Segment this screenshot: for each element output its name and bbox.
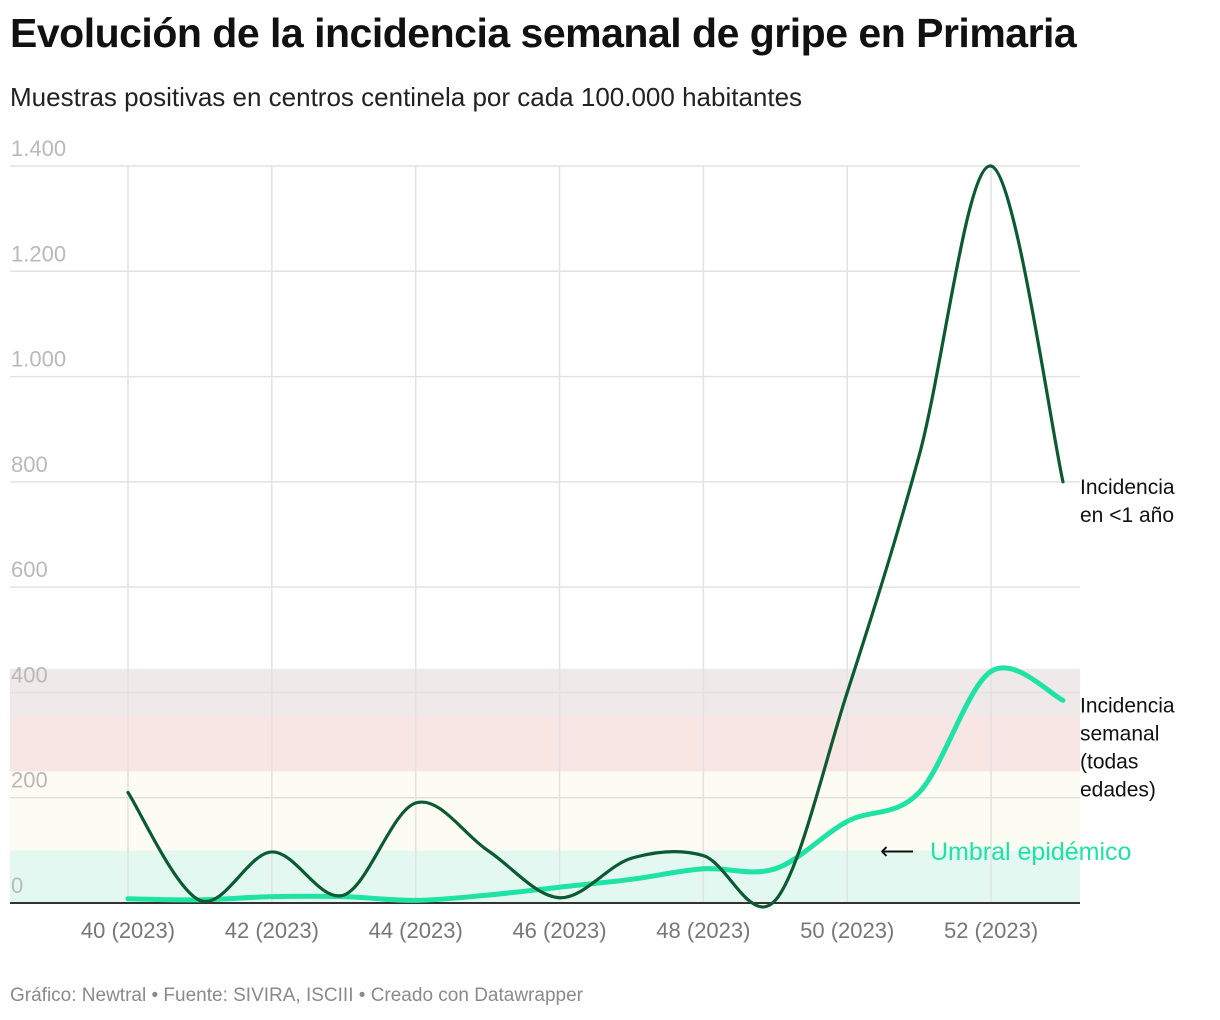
x-tick-label: 44 (2023) bbox=[369, 918, 463, 943]
y-axis-ticks: 0 200 400 600 800 1.000 1.200 1.400 bbox=[11, 136, 66, 898]
y-tick-label: 200 bbox=[11, 768, 48, 793]
x-tick-label: 42 (2023) bbox=[225, 918, 319, 943]
y-tick-label: 400 bbox=[11, 662, 48, 687]
chart-subtitle: Muestras positivas en centros centinela … bbox=[10, 82, 803, 112]
annotation-arrow: ⟵ bbox=[880, 838, 914, 865]
series-lines bbox=[125, 164, 1066, 909]
x-tick-label: 46 (2023) bbox=[512, 918, 606, 943]
chart-footer: Gráfico: Newtral • Fuente: SIVIRA, ISCII… bbox=[10, 985, 583, 1006]
series-label-1: edades) bbox=[1080, 778, 1156, 801]
umbral-annotation: ⟵ Umbral epidémico bbox=[880, 838, 1131, 866]
x-axis-ticks: 40 (2023) 42 (2023) 44 (2023) 46 (2023) 48 (… bbox=[81, 918, 1038, 943]
x-tick-label: 50 (2023) bbox=[800, 918, 894, 943]
annotation-label: Umbral epidémico bbox=[930, 838, 1131, 866]
series-label-1: (todas bbox=[1080, 750, 1138, 773]
x-tick-label: 52 (2023) bbox=[944, 918, 1038, 943]
y-tick-label: 0 bbox=[11, 873, 23, 898]
series-line-1 bbox=[125, 665, 1066, 903]
y-tick-label: 1.400 bbox=[11, 136, 66, 161]
series-labels: Incidencia en <1 año Incidencia semanal (tod… bbox=[1080, 476, 1175, 801]
y-tick-label: 1.000 bbox=[11, 347, 66, 372]
y-tick-label: 800 bbox=[11, 452, 48, 477]
series-label-1: semanal bbox=[1080, 722, 1159, 745]
y-tick-label: 600 bbox=[11, 557, 48, 582]
gridlines bbox=[10, 165, 1080, 903]
series-label-0: en <1 año bbox=[1080, 504, 1174, 527]
band-2 bbox=[10, 716, 1080, 772]
y-tick-label: 1.200 bbox=[11, 241, 66, 266]
series-label-1: Incidencia bbox=[1080, 694, 1175, 717]
series-line-0 bbox=[126, 164, 1065, 909]
chart-title: Evolución de la incidencia semanal de gr… bbox=[10, 10, 1077, 56]
x-tick-label: 48 (2023) bbox=[656, 918, 750, 943]
series-label-0: Incidencia bbox=[1080, 476, 1175, 499]
x-tick-label: 40 (2023) bbox=[81, 918, 175, 943]
band-1 bbox=[10, 771, 1080, 851]
